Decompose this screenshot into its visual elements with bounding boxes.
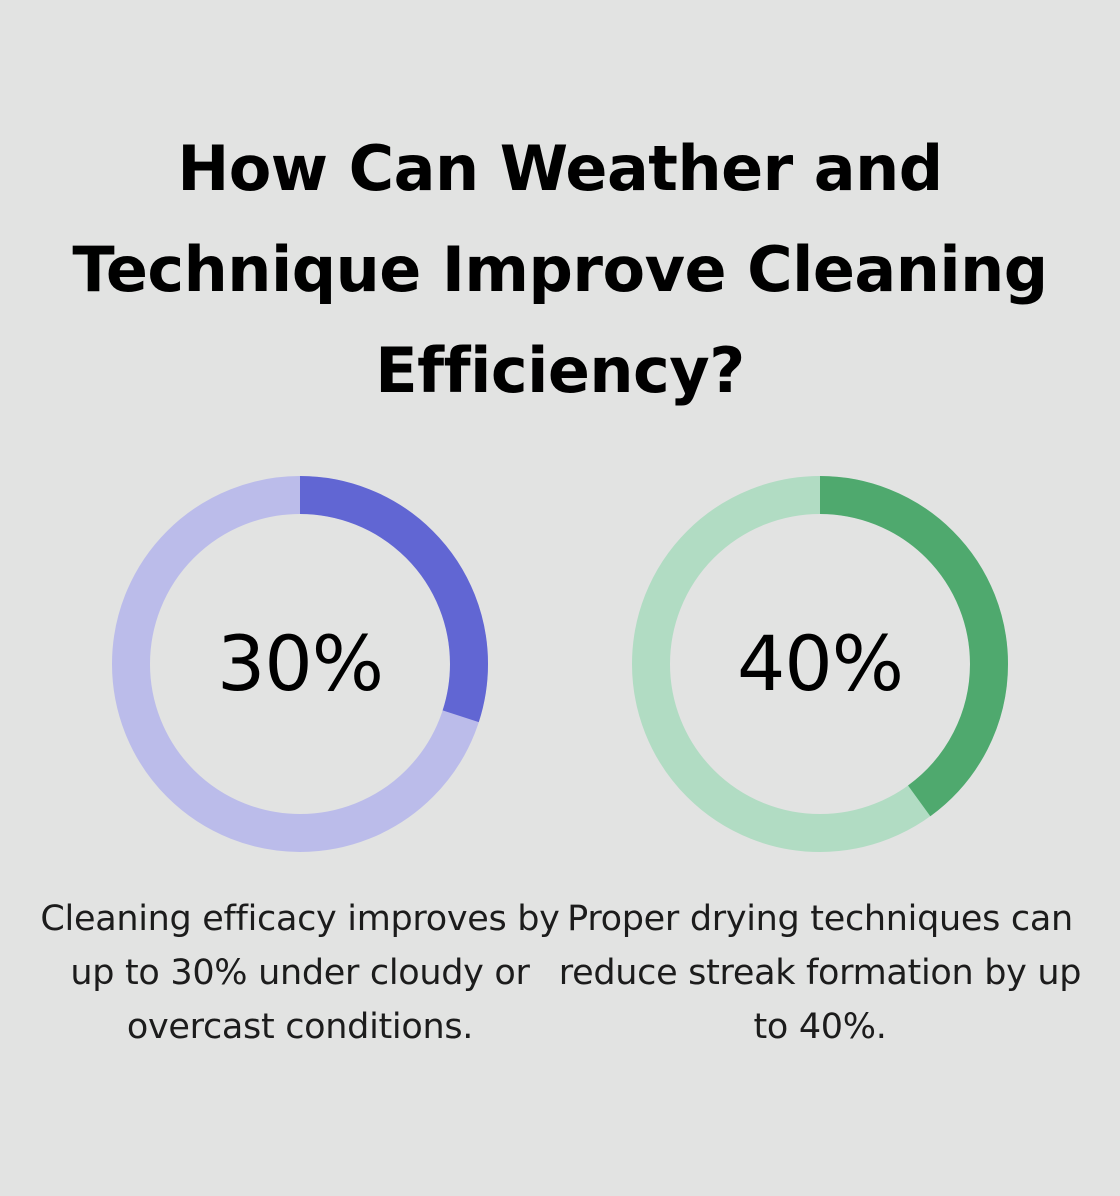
donut-chart-weather bbox=[112, 476, 488, 852]
stat-caption: Cleaning efficacy improves by up to 30% … bbox=[40, 899, 560, 1047]
donut-chart-technique bbox=[632, 476, 1008, 852]
donut-value-arc bbox=[112, 476, 488, 852]
donut-value-label: 40% bbox=[737, 619, 904, 708]
stat-caption: Proper drying techniques can reduce stre… bbox=[558, 899, 1082, 1047]
chart-title: How Can Weather and Technique Improve Cl… bbox=[72, 132, 1048, 407]
donut-value-label: 30% bbox=[217, 619, 384, 708]
donut-value-arc bbox=[632, 476, 1008, 852]
